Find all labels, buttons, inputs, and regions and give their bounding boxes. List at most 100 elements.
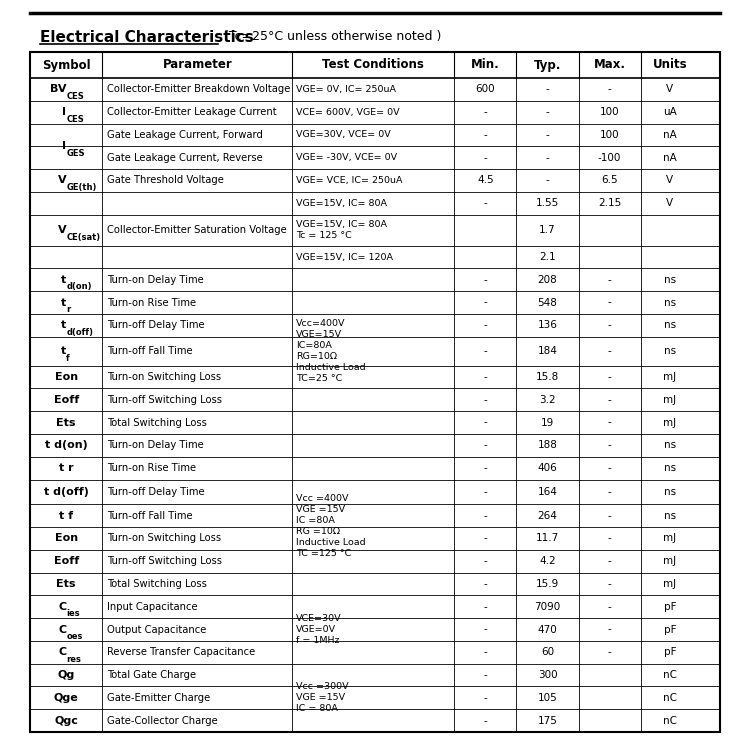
Text: ns: ns bbox=[664, 511, 676, 520]
Text: -: - bbox=[545, 130, 549, 140]
Text: VCE=30V: VCE=30V bbox=[296, 614, 342, 623]
Text: Symbol: Symbol bbox=[42, 58, 91, 71]
Text: t d(off): t d(off) bbox=[44, 487, 88, 497]
Text: -: - bbox=[545, 176, 549, 185]
Text: Gate Threshold Voltage: Gate Threshold Voltage bbox=[107, 176, 224, 185]
Text: -: - bbox=[484, 511, 488, 520]
Text: Parameter: Parameter bbox=[163, 58, 232, 71]
Text: -: - bbox=[608, 418, 611, 428]
Text: BV: BV bbox=[50, 85, 66, 94]
Text: -: - bbox=[484, 372, 488, 382]
Text: 3.2: 3.2 bbox=[539, 394, 556, 405]
Text: GE(th): GE(th) bbox=[66, 183, 97, 192]
Text: VGE=15V, IC= 80A: VGE=15V, IC= 80A bbox=[296, 199, 387, 208]
Text: VGE= 0V, IC= 250uA: VGE= 0V, IC= 250uA bbox=[296, 85, 396, 94]
Text: res: res bbox=[66, 655, 81, 664]
Text: -: - bbox=[484, 647, 488, 657]
Text: pF: pF bbox=[664, 647, 676, 657]
Text: oes: oes bbox=[66, 632, 82, 641]
Text: mJ: mJ bbox=[664, 394, 676, 405]
Text: C: C bbox=[58, 647, 66, 657]
Text: nC: nC bbox=[663, 693, 677, 703]
Text: RG =10Ω: RG =10Ω bbox=[296, 527, 340, 536]
Text: Qgc: Qgc bbox=[54, 716, 78, 725]
Text: 6.5: 6.5 bbox=[602, 176, 618, 185]
Text: -: - bbox=[608, 579, 611, 589]
Text: Ets: Ets bbox=[56, 418, 76, 428]
Text: VGE=15V, IC= 120A: VGE=15V, IC= 120A bbox=[296, 253, 393, 262]
Text: -: - bbox=[484, 716, 488, 725]
Text: -: - bbox=[608, 346, 611, 356]
Text: -: - bbox=[545, 107, 549, 117]
Text: t f: t f bbox=[59, 511, 74, 520]
Text: -: - bbox=[484, 463, 488, 473]
Text: Vcc =400V: Vcc =400V bbox=[296, 494, 349, 503]
Text: nA: nA bbox=[663, 130, 676, 140]
Text: -: - bbox=[608, 85, 611, 94]
Text: 164: 164 bbox=[538, 487, 557, 497]
Text: Tc = 125 °C: Tc = 125 °C bbox=[296, 231, 352, 240]
Text: ns: ns bbox=[664, 463, 676, 473]
Text: nC: nC bbox=[663, 670, 677, 680]
Text: ns: ns bbox=[664, 487, 676, 497]
Text: 548: 548 bbox=[538, 298, 557, 307]
Text: 264: 264 bbox=[538, 511, 557, 520]
Text: -: - bbox=[608, 487, 611, 497]
Text: ns: ns bbox=[664, 274, 676, 285]
Text: pF: pF bbox=[664, 625, 676, 634]
Text: Gate Leakage Current, Reverse: Gate Leakage Current, Reverse bbox=[107, 153, 263, 163]
Text: VGE= VCE, IC= 250uA: VGE= VCE, IC= 250uA bbox=[296, 176, 403, 185]
Text: mJ: mJ bbox=[664, 556, 676, 566]
Text: Vcc =300V: Vcc =300V bbox=[296, 682, 349, 692]
Text: -: - bbox=[608, 274, 611, 285]
Text: Collector-Emitter Breakdown Voltage: Collector-Emitter Breakdown Voltage bbox=[107, 85, 291, 94]
Text: 175: 175 bbox=[538, 716, 557, 725]
Text: -: - bbox=[484, 693, 488, 703]
Text: Reverse Transfer Capacitance: Reverse Transfer Capacitance bbox=[107, 647, 256, 657]
Text: -: - bbox=[608, 298, 611, 307]
Text: Max.: Max. bbox=[593, 58, 626, 71]
Text: Turn-on Switching Loss: Turn-on Switching Loss bbox=[107, 533, 221, 544]
Text: Vcc=400V: Vcc=400V bbox=[296, 320, 346, 328]
Text: Qg: Qg bbox=[58, 670, 75, 680]
Text: -: - bbox=[484, 556, 488, 566]
Text: t: t bbox=[61, 320, 66, 330]
Text: Min.: Min. bbox=[471, 58, 500, 71]
Text: VGE=0V: VGE=0V bbox=[296, 625, 336, 634]
Text: 11.7: 11.7 bbox=[536, 533, 559, 544]
Text: f = 1MHz: f = 1MHz bbox=[296, 636, 340, 645]
Text: -: - bbox=[608, 647, 611, 657]
Text: 15.8: 15.8 bbox=[536, 372, 559, 382]
Text: C: C bbox=[58, 602, 66, 612]
Text: uA: uA bbox=[663, 107, 676, 117]
Text: Total Switching Loss: Total Switching Loss bbox=[107, 579, 207, 589]
Text: t: t bbox=[61, 298, 66, 307]
Text: mJ: mJ bbox=[664, 372, 676, 382]
Text: VGE =15V: VGE =15V bbox=[296, 693, 345, 702]
Text: 105: 105 bbox=[538, 693, 557, 703]
Text: t: t bbox=[61, 274, 66, 285]
Text: V: V bbox=[667, 198, 674, 208]
Text: 1.7: 1.7 bbox=[539, 225, 556, 235]
Text: -: - bbox=[608, 372, 611, 382]
Text: ns: ns bbox=[664, 320, 676, 330]
Text: -: - bbox=[545, 153, 549, 163]
Text: 15.9: 15.9 bbox=[536, 579, 559, 589]
Text: CES: CES bbox=[66, 92, 84, 101]
Text: IC=80A: IC=80A bbox=[296, 341, 332, 350]
Text: -: - bbox=[484, 320, 488, 330]
Text: Eoff: Eoff bbox=[53, 556, 79, 566]
Text: -: - bbox=[608, 320, 611, 330]
Text: 406: 406 bbox=[538, 463, 557, 473]
Text: -100: -100 bbox=[598, 153, 621, 163]
Text: -: - bbox=[484, 346, 488, 356]
Text: VGE= -30V, VCE= 0V: VGE= -30V, VCE= 0V bbox=[296, 153, 398, 162]
Text: Eoff: Eoff bbox=[53, 394, 79, 405]
Text: 1.55: 1.55 bbox=[536, 198, 559, 208]
Text: Turn-off Switching Loss: Turn-off Switching Loss bbox=[107, 556, 223, 566]
Text: Gate-Emitter Charge: Gate-Emitter Charge bbox=[107, 693, 211, 703]
Text: CE(sat): CE(sat) bbox=[66, 232, 100, 242]
Text: 188: 188 bbox=[538, 440, 557, 450]
Text: -: - bbox=[484, 198, 488, 208]
Text: 4.2: 4.2 bbox=[539, 556, 556, 566]
